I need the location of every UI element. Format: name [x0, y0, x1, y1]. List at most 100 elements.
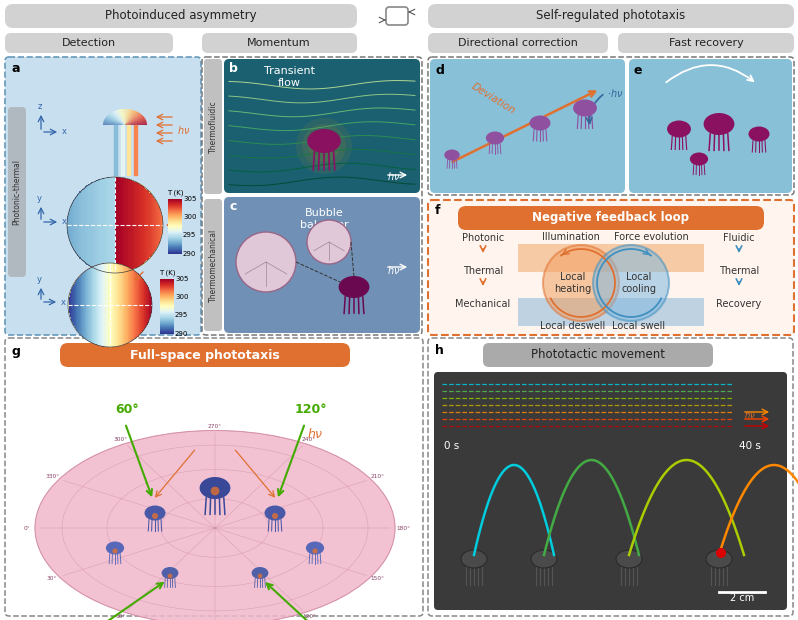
Polygon shape	[153, 197, 154, 253]
Polygon shape	[76, 197, 77, 253]
FancyBboxPatch shape	[518, 244, 704, 272]
Polygon shape	[154, 197, 156, 253]
Wedge shape	[81, 275, 110, 305]
Text: a: a	[12, 61, 21, 74]
Polygon shape	[108, 177, 109, 273]
Text: Self-regulated phototaxis: Self-regulated phototaxis	[536, 9, 685, 22]
Wedge shape	[109, 305, 110, 347]
Text: $h\nu$: $h\nu$	[744, 409, 756, 420]
Wedge shape	[100, 264, 110, 305]
Wedge shape	[69, 292, 110, 305]
Polygon shape	[125, 113, 140, 125]
Text: 300: 300	[175, 294, 188, 300]
Polygon shape	[103, 122, 125, 125]
Polygon shape	[149, 192, 151, 259]
Text: 305: 305	[183, 196, 196, 202]
Polygon shape	[140, 184, 142, 266]
Polygon shape	[125, 110, 133, 125]
Ellipse shape	[338, 276, 369, 298]
FancyBboxPatch shape	[434, 372, 787, 610]
Polygon shape	[121, 265, 122, 345]
Text: Fluidic: Fluidic	[723, 233, 755, 243]
Wedge shape	[89, 305, 110, 342]
Polygon shape	[147, 190, 148, 260]
Wedge shape	[109, 263, 110, 305]
Polygon shape	[100, 179, 102, 271]
Polygon shape	[120, 264, 121, 346]
Wedge shape	[83, 305, 110, 338]
Wedge shape	[85, 270, 110, 305]
Polygon shape	[125, 120, 146, 125]
Text: Photoinduced asymmetry: Photoinduced asymmetry	[105, 9, 257, 22]
Text: e: e	[634, 63, 642, 76]
Text: 290: 290	[183, 251, 196, 257]
Polygon shape	[113, 177, 115, 273]
Polygon shape	[79, 277, 80, 333]
Polygon shape	[144, 188, 145, 262]
Text: 2 cm: 2 cm	[730, 593, 754, 603]
Polygon shape	[75, 282, 76, 328]
Polygon shape	[104, 119, 125, 125]
Polygon shape	[136, 182, 137, 268]
Polygon shape	[125, 110, 136, 125]
Polygon shape	[117, 177, 119, 273]
Polygon shape	[108, 114, 125, 125]
Polygon shape	[99, 265, 100, 345]
Polygon shape	[107, 263, 108, 347]
Wedge shape	[105, 263, 110, 305]
Polygon shape	[82, 273, 83, 337]
Wedge shape	[85, 271, 110, 305]
Wedge shape	[104, 264, 110, 305]
Polygon shape	[133, 270, 134, 340]
Polygon shape	[88, 269, 89, 341]
Wedge shape	[78, 277, 110, 305]
Polygon shape	[125, 110, 135, 125]
Wedge shape	[100, 305, 110, 346]
Wedge shape	[69, 305, 110, 318]
Polygon shape	[147, 285, 148, 325]
Circle shape	[152, 513, 158, 519]
Polygon shape	[105, 264, 106, 347]
Polygon shape	[126, 179, 128, 272]
Polygon shape	[144, 187, 145, 264]
FancyBboxPatch shape	[60, 343, 350, 367]
Wedge shape	[69, 305, 110, 314]
Wedge shape	[105, 305, 110, 347]
Wedge shape	[70, 290, 110, 305]
Wedge shape	[98, 264, 110, 305]
Circle shape	[113, 549, 117, 554]
Polygon shape	[125, 118, 145, 125]
Polygon shape	[78, 278, 79, 332]
Ellipse shape	[307, 129, 341, 153]
Polygon shape	[122, 265, 123, 345]
Text: Thermofluidic: Thermofluidic	[208, 100, 218, 153]
Wedge shape	[73, 285, 110, 305]
Polygon shape	[115, 264, 116, 347]
Wedge shape	[76, 279, 110, 305]
Circle shape	[543, 245, 619, 321]
Polygon shape	[98, 180, 100, 270]
Text: Transient
flow: Transient flow	[263, 66, 314, 88]
Polygon shape	[103, 124, 125, 125]
Text: 180°: 180°	[396, 526, 410, 531]
Polygon shape	[125, 110, 132, 125]
Polygon shape	[86, 187, 88, 264]
Wedge shape	[94, 265, 110, 305]
Polygon shape	[158, 204, 159, 246]
FancyBboxPatch shape	[428, 4, 794, 28]
Text: 270°: 270°	[207, 423, 222, 428]
Circle shape	[716, 548, 726, 558]
Polygon shape	[109, 263, 110, 347]
Polygon shape	[157, 202, 158, 248]
Polygon shape	[105, 117, 125, 125]
Polygon shape	[116, 264, 117, 347]
Polygon shape	[104, 120, 125, 125]
Polygon shape	[86, 270, 87, 340]
Polygon shape	[84, 188, 85, 262]
Text: Bubble
balancer: Bubble balancer	[300, 208, 348, 230]
Polygon shape	[76, 196, 77, 254]
Wedge shape	[77, 305, 110, 332]
Polygon shape	[92, 267, 93, 343]
Wedge shape	[98, 305, 110, 346]
Polygon shape	[125, 119, 146, 125]
